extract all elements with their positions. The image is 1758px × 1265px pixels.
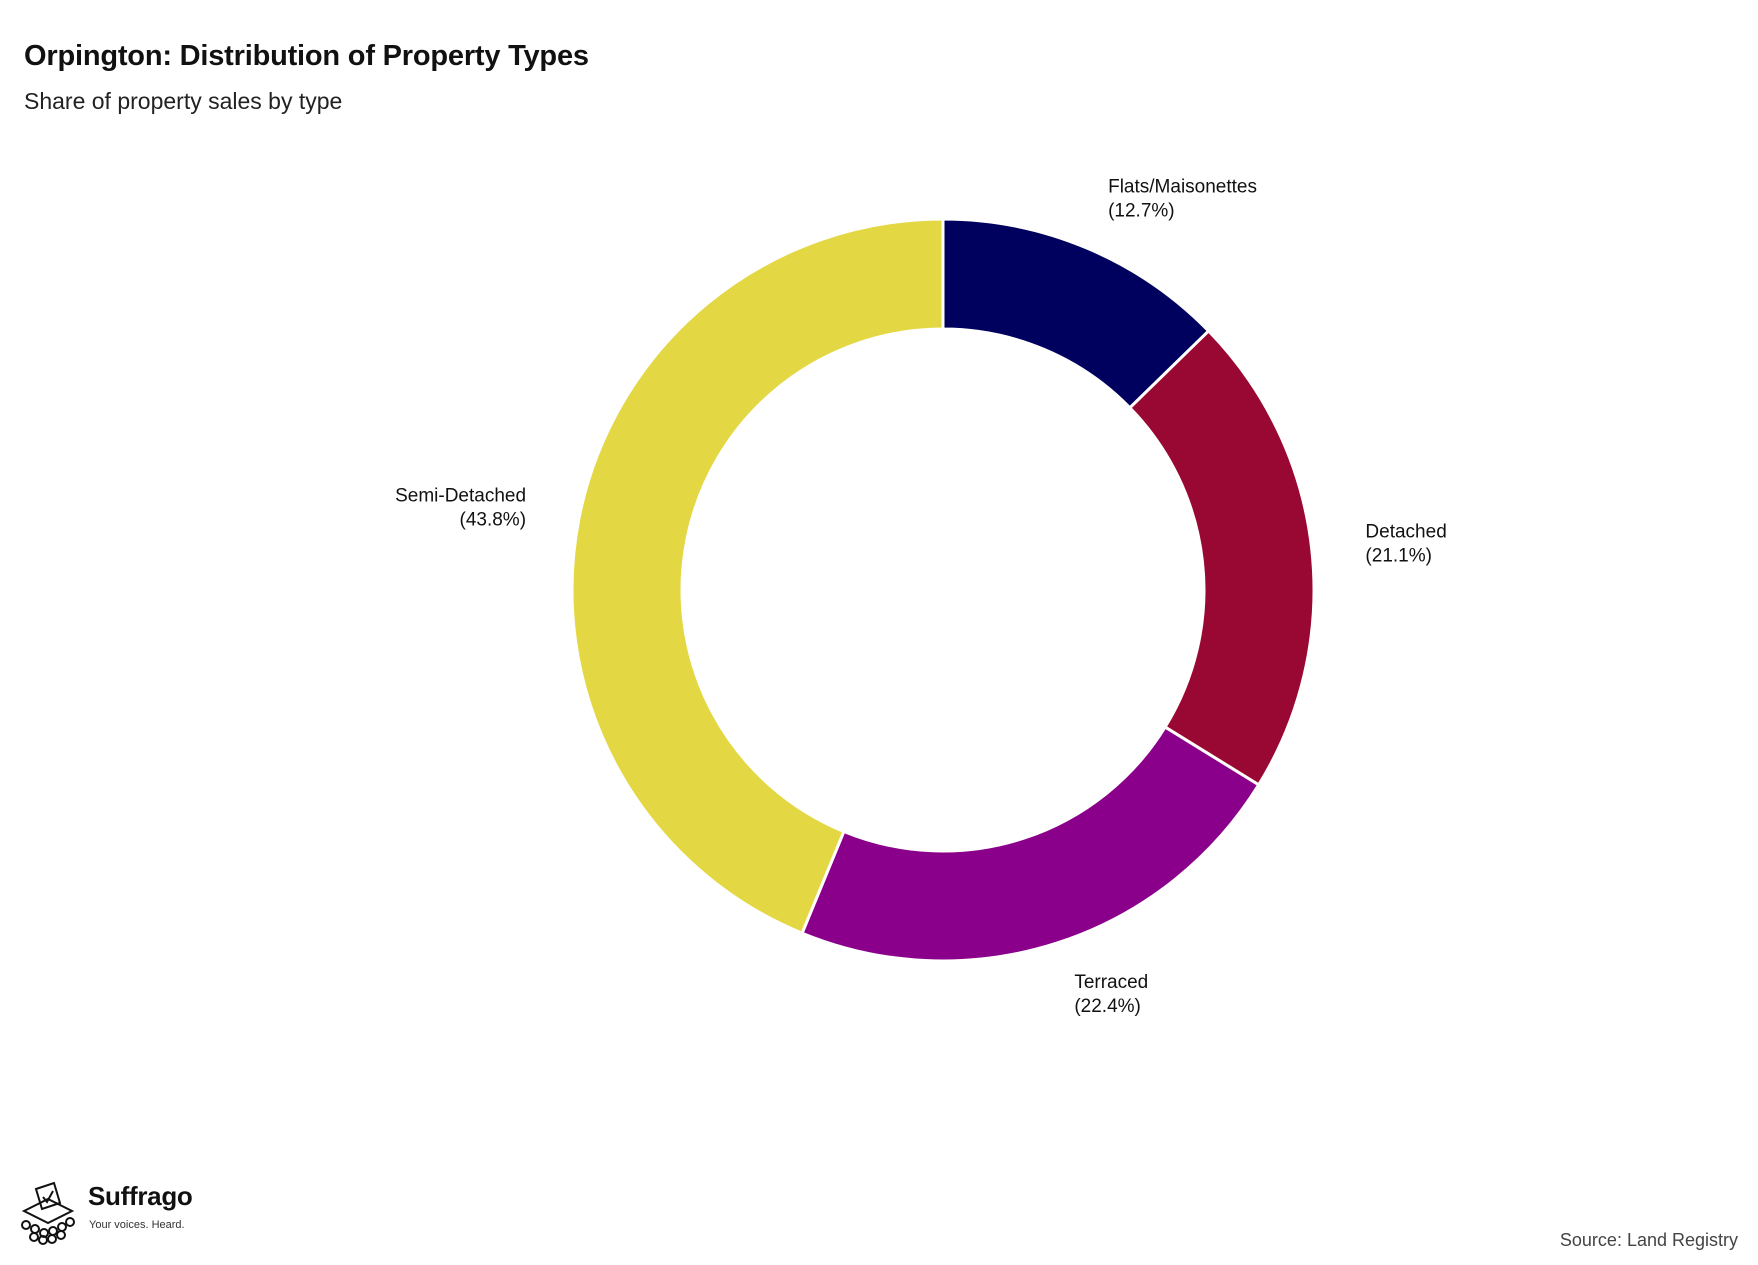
slice-detached [1127,328,1316,787]
brand-logo: Suffrago Your voices. Heard. [16,1177,216,1245]
slice-terraced [800,725,1261,963]
slice-labels: Flats/Maisonettes (12.7%) Detached (21.1%) T… [395,176,1447,1017]
slice-label: Flats/Maisonettes (12.7%) [1108,176,1257,221]
donut-slices [570,217,1316,963]
source-note: Source: Land Registry [1559,1230,1738,1250]
slice-label: Semi-Detached (43.8%) [395,486,526,531]
brand-tagline: Your voices. Heard. [89,1219,185,1231]
chart-title: Orpington: Distribution of Property Type… [24,40,589,72]
brand-name: Suffrago [88,1181,193,1211]
slice-label: Detached (21.1%) [1365,521,1446,566]
ballot-box-icon [21,1181,75,1245]
slice-semi-detached [570,217,945,936]
slice-label: Terraced (22.4%) [1074,972,1148,1017]
chart-subtitle: Share of property sales by type [24,88,343,114]
